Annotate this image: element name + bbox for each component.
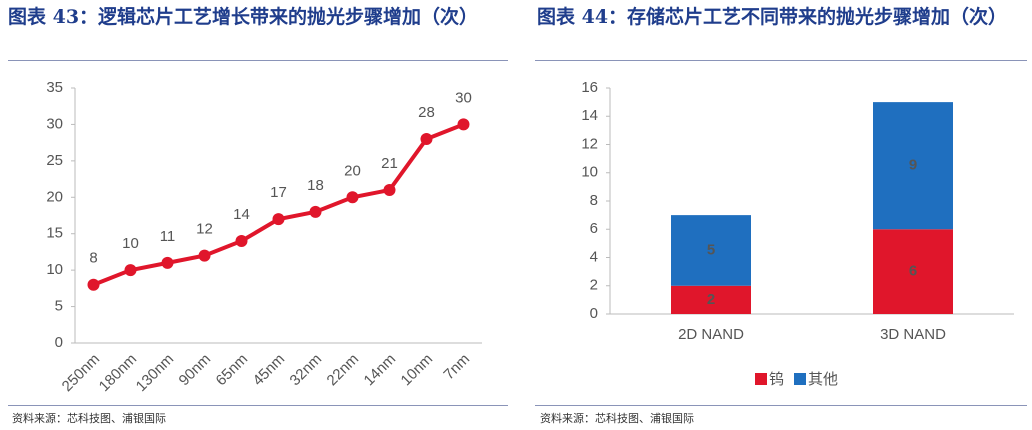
point (309, 205, 322, 218)
legend-label: 其他 (808, 371, 838, 388)
data-label: 14 (233, 206, 250, 223)
data-label: 21 (381, 155, 398, 172)
y-tick-label: 4 (590, 248, 598, 265)
point (420, 133, 433, 145)
x-tick-label: 180nm (96, 351, 140, 395)
y-tick-label: 25 (46, 152, 63, 169)
bar-segment (671, 285, 751, 314)
y-tick-label: 6 (590, 220, 598, 237)
y-tick-label: 10 (46, 261, 63, 278)
data-label: 12 (196, 221, 213, 238)
y-tick-label: 8 (590, 192, 598, 209)
point (272, 213, 285, 226)
point (87, 278, 100, 291)
divider (535, 60, 1027, 61)
x-tick-label: 130nm (133, 351, 177, 395)
data-label: 20 (344, 162, 361, 179)
data-label: 11 (160, 228, 176, 245)
data-label: 5 (707, 241, 715, 258)
x-tick-label: 90nm (176, 351, 215, 390)
x-tick-label: 32nm (287, 351, 326, 390)
divider (535, 405, 1027, 406)
x-tick-label: 14nm (361, 351, 400, 390)
data-label: 18 (307, 177, 324, 194)
legend-swatch (794, 373, 806, 385)
x-tick-label: 2D NAND (678, 326, 744, 343)
point (383, 184, 396, 196)
y-tick-label: 15 (46, 225, 63, 242)
legend-label: 钨 (769, 371, 784, 388)
chart: 0 5 10 15 20 25 30 35 8 250nm 10 180nm 11 130nm 12 90nm… (46, 79, 482, 395)
x-tick-label: 22nm (324, 351, 363, 390)
point (346, 191, 359, 204)
point (457, 118, 470, 131)
x-tick-label: 7nm (440, 351, 473, 384)
data-label: 6 (909, 263, 917, 280)
source: 资料来源：芯科技图、浦银国际 (540, 413, 694, 425)
y-tick-label: 2 (590, 277, 598, 294)
data-label: 9 (909, 157, 917, 174)
source: 资料来源：芯科技图、浦银国际 (12, 413, 166, 425)
data-label: 17 (270, 184, 287, 201)
divider (8, 405, 508, 406)
chart-title: 图表 44：存储芯片工艺不同带来的抛光步骤增加（次） (537, 6, 1008, 28)
y-tick-label: 5 (55, 298, 63, 315)
point (124, 264, 137, 277)
x-tick-label: 45nm (250, 351, 289, 390)
chart-title: 图表 43：逻辑芯片工艺增长带来的抛光步骤增加（次） (8, 6, 479, 28)
y-tick-label: 14 (581, 107, 598, 124)
y-tick-label: 35 (46, 79, 63, 96)
data-label: 10 (122, 235, 139, 252)
data-label: 2 (707, 291, 715, 308)
y-tick-label: 0 (55, 334, 63, 351)
line (92, 122, 465, 287)
data-label: 8 (89, 250, 97, 267)
y-tick-label: 10 (581, 164, 598, 181)
point (198, 249, 211, 262)
data-label: 30 (455, 89, 472, 106)
legend-swatch (755, 373, 767, 385)
bar-segment (671, 215, 751, 286)
y-tick-label: 0 (590, 305, 598, 322)
x-tick-label: 3D NAND (880, 326, 946, 343)
data-label: 28 (418, 104, 435, 121)
x-tick-label: 10nm (398, 351, 437, 390)
y-tick-label: 20 (46, 188, 63, 205)
chart: 0 2 4 6 8 10 12 14 16 2 5 2D NAND 6 9 3D NAND 钨 其他 (581, 79, 1014, 388)
x-tick-label: 250nm (59, 351, 103, 395)
bar-segment (873, 102, 953, 230)
divider (8, 60, 508, 61)
bar-segment (873, 229, 953, 314)
y-tick-label: 30 (46, 115, 63, 132)
point (235, 235, 248, 247)
point (161, 256, 174, 269)
y-tick-label: 12 (581, 135, 598, 152)
y-tick-label: 16 (581, 79, 598, 96)
x-tick-label: 65nm (213, 351, 252, 390)
